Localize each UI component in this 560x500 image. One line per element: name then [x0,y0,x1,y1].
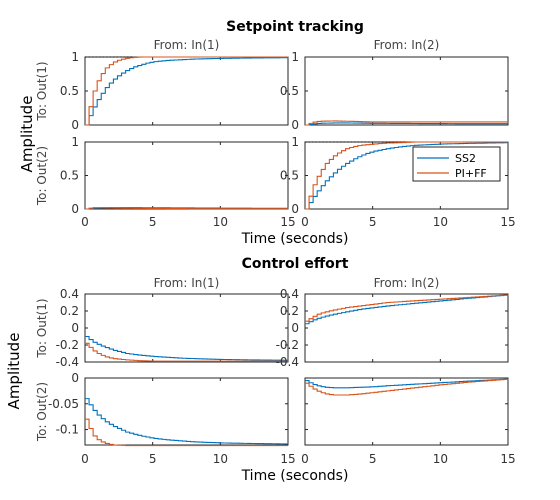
series-pi-ff [85,418,288,447]
axes-box [304,56,509,126]
subplot-out1-in1: -0.4 -0.2 0 0.2 0.4 [56,287,289,369]
y-tick-label: -0.4 [56,355,79,369]
y-tick-label: 1 [71,135,79,149]
y-tick-label: 0.5 [280,169,299,183]
row-label-out1: To: Out(1) [35,61,49,121]
x-tick-label: 15 [500,215,515,229]
y-tick-label: 0 [291,118,299,132]
x-axis-label: Time (seconds) [241,231,349,247]
subplot-out2-in1: 00.51 [60,135,289,216]
y-tick-label: -0.05 [48,397,79,411]
series-ss2 [85,57,289,126]
y-tick-label: 0.2 [60,304,79,318]
x-tick-label: 10 [433,452,448,466]
x-tick-label: 5 [369,215,377,229]
figure-setpoint-tracking: Setpoint tracking From: In(1) From: In(2) T… [18,19,516,247]
y-tick-label: 0 [71,321,79,335]
x-tick-label: 10 [433,215,448,229]
row-label-out2: To: Out(2) [35,146,49,206]
series-ss2 [85,398,289,445]
figure-title: Control effort [242,256,349,272]
y-tick-label: 0 [291,202,299,216]
row-label-out1: To: Out(1) [35,298,49,358]
subplot-out1-in2: -0.4 -0.2 0 0.2 0.4 [276,287,509,369]
x-tick-label: 0 [301,215,309,229]
y-tick-label: -0.1 [56,423,79,437]
series-pi-ff [85,342,288,362]
y-tick-label: 0.4 [280,287,299,301]
y-tick-label: -0.4 [276,355,299,369]
column-label-in2: From: In(2) [374,38,440,52]
x-axis-label: Time (seconds) [241,468,349,484]
y-tick-label: 0 [291,321,299,335]
y-tick-label: -0.2 [56,338,79,352]
series-ss2 [305,142,509,210]
x-tick-label: 15 [500,452,515,466]
subplot-out1-in1: 00.51 [60,50,289,132]
y-tick-label: 0.5 [60,169,79,183]
legend: SS2 PI+FF [412,146,501,182]
axes-box [84,293,289,363]
y-tick-label: 0.2 [280,304,299,318]
y-tick-label: 0.5 [280,84,299,98]
series-pi-ff [305,294,509,322]
subplot-out2-in2 [304,377,509,446]
y-tick-label: 0.4 [60,287,79,301]
x-tick-label: 5 [369,452,377,466]
axes-box [304,293,509,363]
legend-label: PI+FF [455,167,487,180]
y-tick-label: -0.2 [276,338,299,352]
y-tick-label: 1 [291,50,299,64]
subplot-out1-in2: 00.51 [280,50,509,132]
x-tick-label: 10 [213,215,228,229]
x-tick-label: 0 [81,452,89,466]
y-axis-label: Amplitude [5,333,23,410]
column-label-in1: From: In(1) [154,38,220,52]
x-tick-label: 15 [280,215,295,229]
x-tick-label: 5 [149,215,157,229]
x-tick-label: 0 [81,215,89,229]
series-pi-ff [85,56,288,126]
y-tick-label: 0 [71,202,79,216]
axes-box [84,141,289,210]
row-label-out2: To: Out(2) [35,382,49,442]
figure-control-effort: Control effort From: In(1) From: In(2) To: … [5,256,516,484]
y-tick-label: 0 [71,118,79,132]
axes-box [84,56,289,126]
series-pi-ff [305,120,508,126]
y-tick-label: 1 [291,135,299,149]
figure-title: Setpoint tracking [226,19,364,35]
legend-box [412,146,501,182]
x-tick-label: 5 [149,452,157,466]
y-tick-label: 1 [71,50,79,64]
x-tick-label: 15 [280,452,295,466]
series-pi-ff [305,378,509,396]
axes-box [84,377,289,446]
series-pi-ff [305,141,508,210]
column-label-in1: From: In(1) [154,276,220,290]
y-tick-label: 0.5 [60,84,79,98]
legend-label: SS2 [455,152,476,165]
series-ss2 [305,378,509,389]
series-pi-ff [85,207,288,210]
column-label-in2: From: In(2) [374,276,440,290]
x-tick-label: 0 [301,452,309,466]
series-ss2 [85,335,289,361]
series-ss2 [305,122,508,126]
series-ss2 [305,294,509,325]
subplot-out2-in1: -0.1 -0.05 0 [48,371,289,447]
x-tick-label: 10 [213,452,228,466]
y-tick-label: 0 [71,371,79,385]
y-axis-label: Amplitude [18,96,36,173]
